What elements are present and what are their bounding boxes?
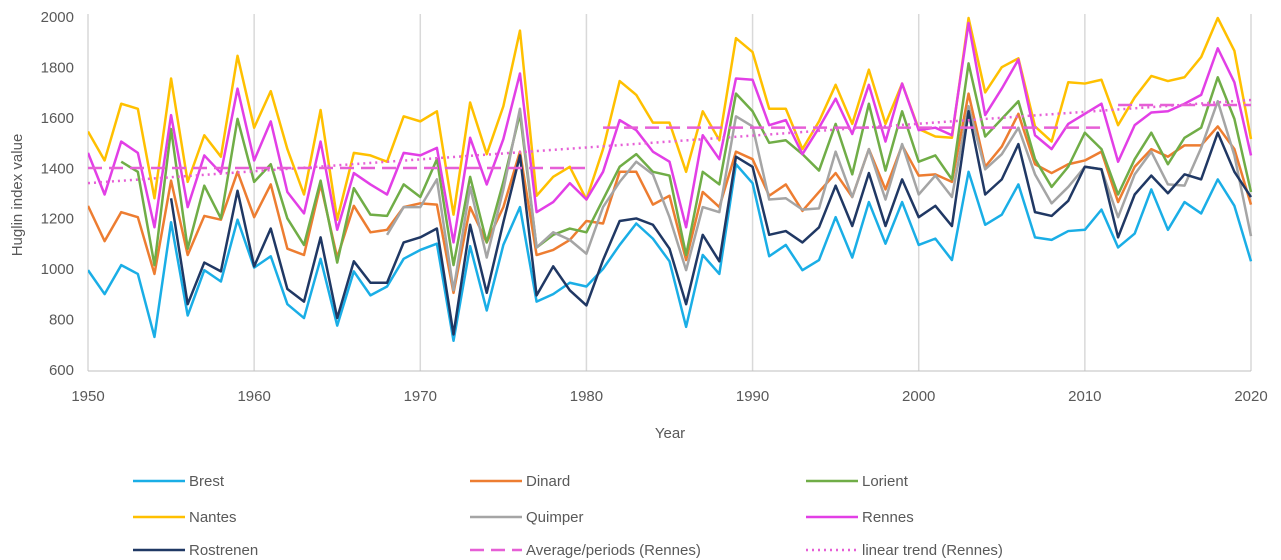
x-tick-label: 2020 bbox=[1234, 388, 1267, 405]
x-tick-label: 1990 bbox=[736, 388, 769, 405]
series-line bbox=[385, 99, 1253, 292]
y-tick-label: 1600 bbox=[41, 110, 74, 127]
x-tick-label: 1980 bbox=[570, 388, 603, 405]
plot-area bbox=[88, 16, 1253, 342]
y-tick-label: 2000 bbox=[41, 9, 74, 26]
legend-label: Rostrenen bbox=[189, 542, 258, 559]
series-line bbox=[120, 62, 1253, 267]
legend-label: Quimper bbox=[526, 509, 584, 526]
y-tick-label: 1200 bbox=[41, 211, 74, 228]
y-axis-label: Huglin index value bbox=[9, 134, 26, 257]
series-line bbox=[88, 98, 1252, 185]
series-line bbox=[88, 16, 1253, 221]
y-tick-label: 1400 bbox=[41, 160, 74, 177]
series-line bbox=[169, 110, 1253, 336]
x-tick-label: 2000 bbox=[902, 388, 935, 405]
x-tick-label: 1970 bbox=[404, 388, 437, 405]
y-tick-label: 1800 bbox=[41, 59, 74, 76]
legend-label: Lorient bbox=[862, 473, 909, 490]
series-line bbox=[88, 162, 1253, 342]
x-axis-label: Year bbox=[655, 425, 685, 442]
x-tick-label: 2010 bbox=[1068, 388, 1101, 405]
legend-label: Average/periods (Rennes) bbox=[526, 542, 701, 559]
y-tick-label: 600 bbox=[49, 362, 74, 379]
x-tick-label: 1950 bbox=[71, 388, 104, 405]
legend-label: Dinard bbox=[526, 473, 570, 490]
legend-label: Rennes bbox=[862, 509, 914, 526]
y-tick-label: 800 bbox=[49, 312, 74, 329]
legend: Brest Dinard Lorient Nantes Quimper Rennes Ros… bbox=[133, 473, 1003, 559]
y-tick-label: 1000 bbox=[41, 261, 74, 278]
x-tick-label: 1960 bbox=[237, 388, 270, 405]
grid: 600 800 1000 1200 1400 1600 1800 2000 1950 1960 19… bbox=[41, 9, 1268, 405]
series-line bbox=[88, 92, 1253, 295]
legend-label: Nantes bbox=[189, 509, 237, 526]
legend-label: linear trend (Rennes) bbox=[862, 542, 1003, 559]
legend-label: Brest bbox=[189, 473, 225, 490]
